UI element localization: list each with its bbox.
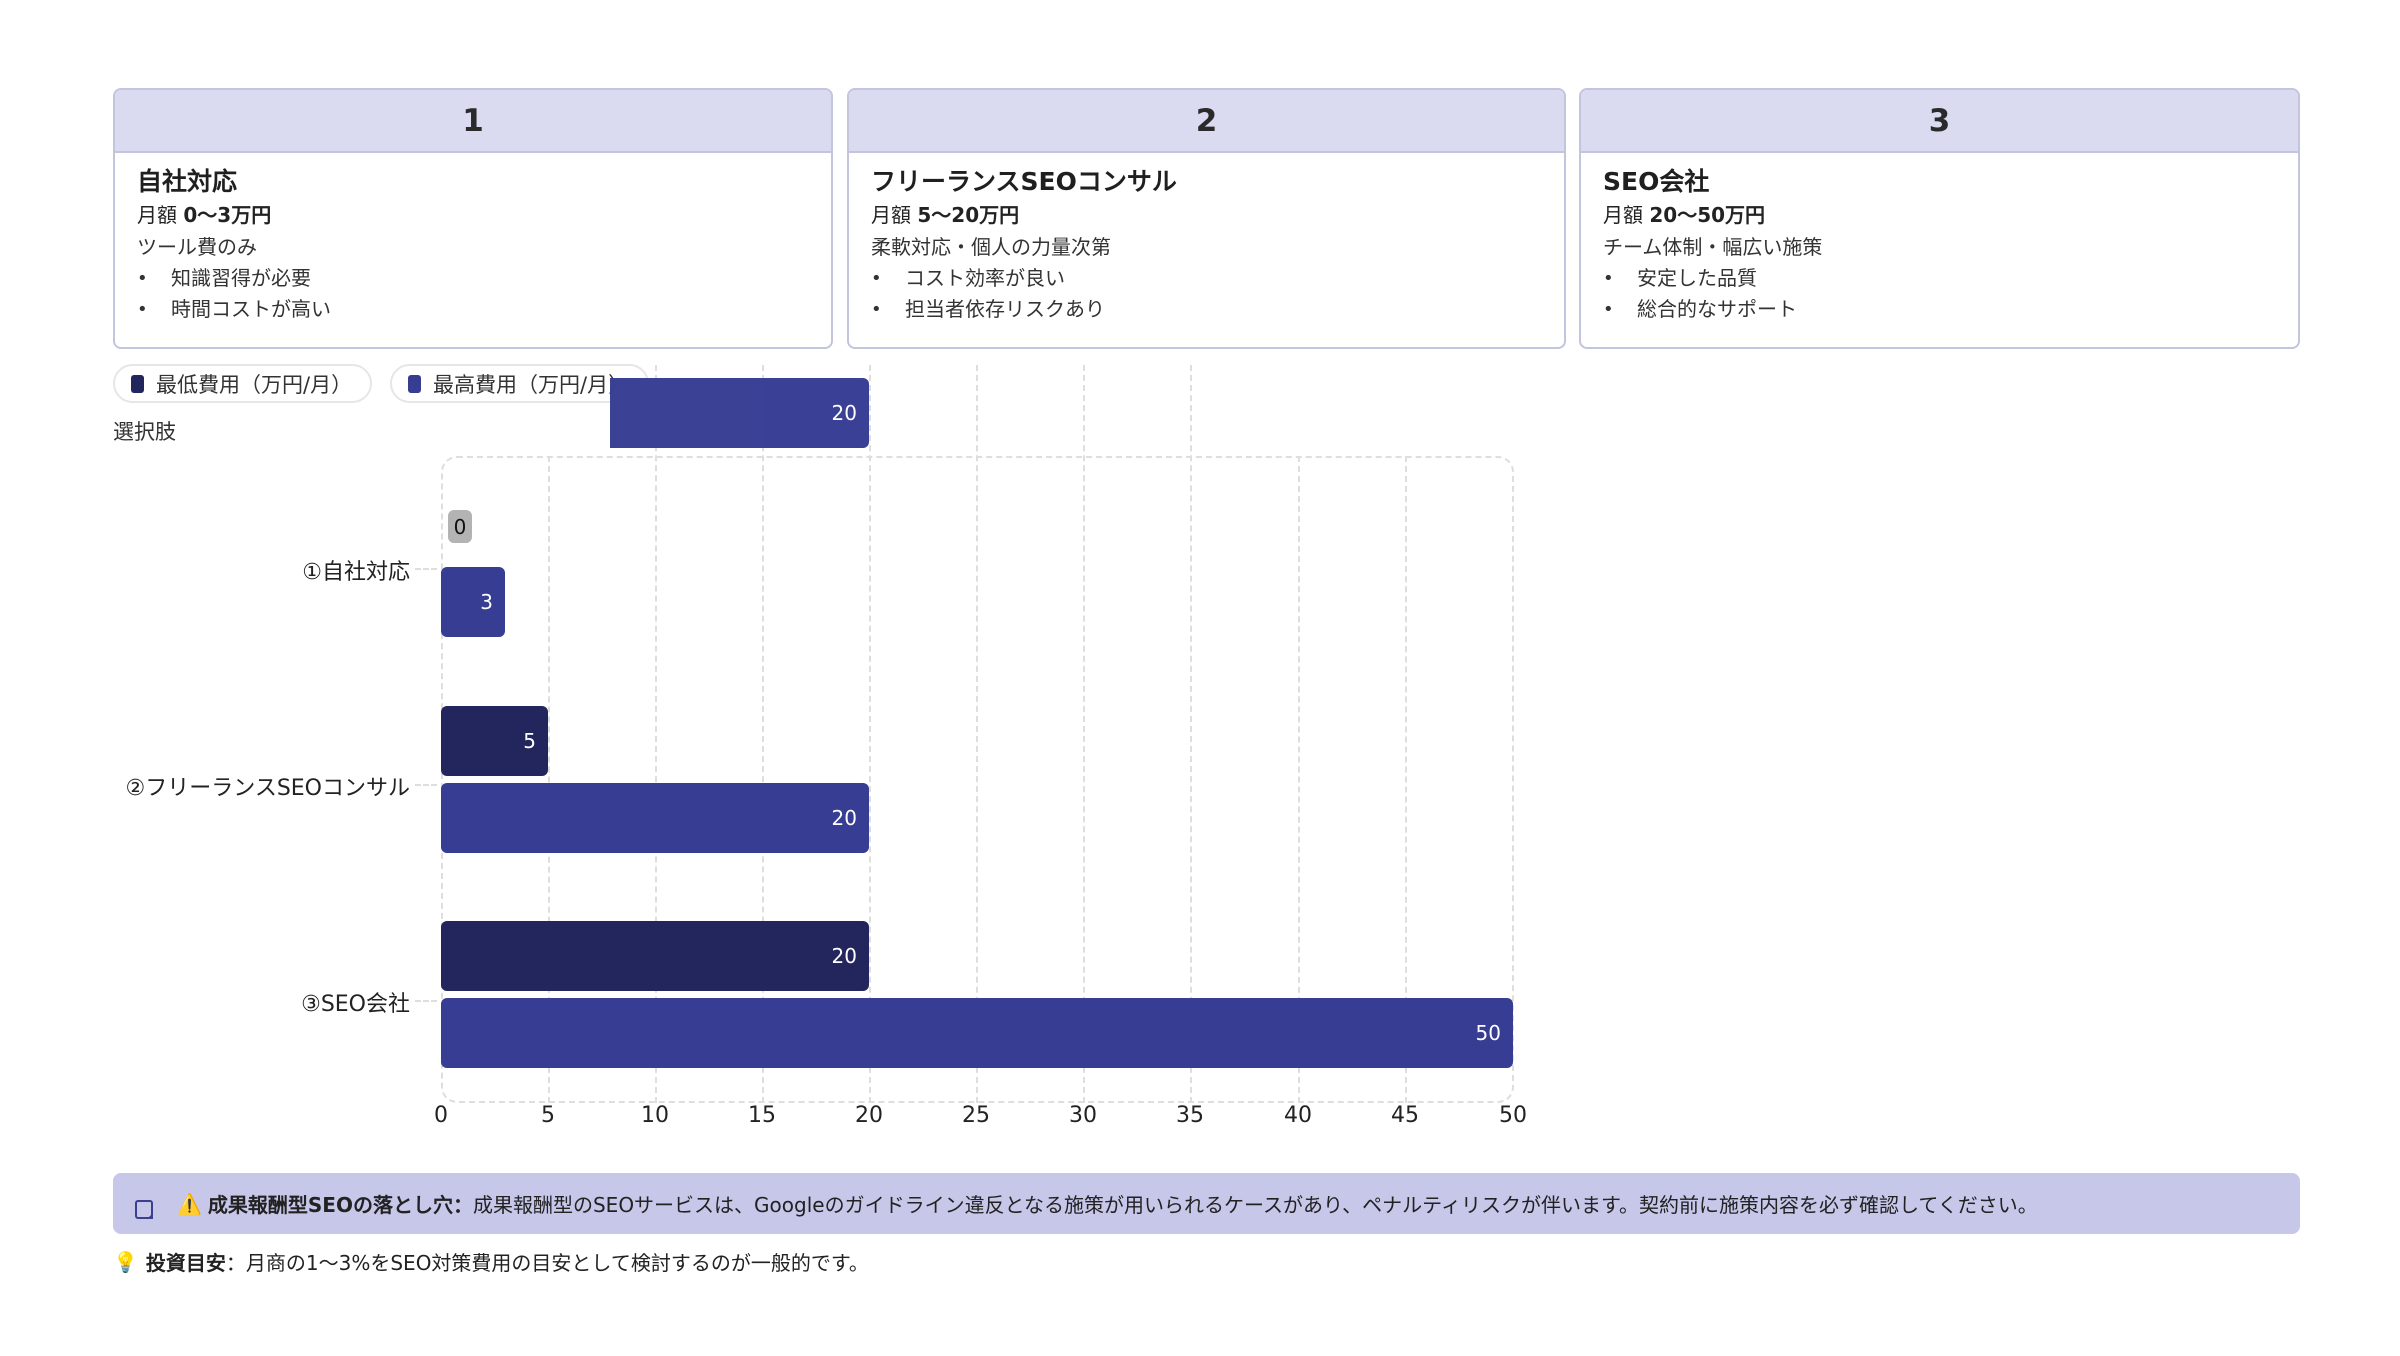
grid-line [548,456,550,1103]
price-prefix: 月額 [137,203,184,227]
legend-swatch-icon [408,374,421,393]
card-number: 1 [115,90,831,153]
card-point: 総合的なサポート [1603,294,2276,325]
grid-line [976,365,978,1103]
card-description: ツール費のみ [137,235,257,259]
card-point: 時間コストが高い [137,294,809,325]
y-axis-title: 選択肢 [113,420,176,444]
grid-line [1405,456,1407,1103]
bar-value-label: 20 [831,401,857,425]
category-label: ①自社対応 [302,560,410,585]
price-value: 5〜20万円 [917,203,1020,227]
card-points: 知識習得が必要 時間コストが高い [137,263,809,325]
option-card-1: 1 自社対応 月額 0〜3万円 ツール費のみ 知識習得が必要 時間コストが高い [113,88,833,349]
grid-line [1298,456,1300,1103]
grid-line [869,365,871,1103]
notice-separator: ： [452,1193,473,1217]
x-tick-label: 45 [1391,1103,1419,1128]
x-tick-label: 25 [962,1103,990,1128]
tip-title: 投資目安 [145,1251,226,1275]
x-tick-label: 15 [748,1103,776,1128]
card-point: 知識習得が必要 [137,263,809,294]
bar-value-label: 50 [1475,1021,1501,1045]
bar-max-seo-company[interactable]: 50 [441,998,1513,1068]
grid-line [655,365,657,1103]
card-description: 柔軟対応・個人の力量次第 [871,235,1111,259]
investment-tip: 💡 投資目安 ： 月商の1〜3%をSEO対策費用の目安として検討するのが一般的で… [113,1247,869,1276]
bar-min-seo-company[interactable]: 20 [441,921,869,991]
x-tick-label: 10 [641,1103,669,1128]
bar-value-label: 20 [831,944,857,968]
category-tick [415,784,437,786]
card-price: 月額 5〜20万円 [871,199,1542,231]
warning-notice: ⚠️ 成果報酬型SEOの落とし穴 ： 成果報酬型のSEOサービスは、Google… [113,1173,2300,1234]
bar-min-self[interactable]: 0 [448,510,472,543]
bar-max-self[interactable]: 3 [441,567,505,637]
card-number: 3 [1581,90,2298,153]
option-card-2: 2 フリーランスSEOコンサル 月額 5〜20万円 柔軟対応・個人の力量次第 コ… [847,88,1566,349]
card-price: 月額 20〜50万円 [1603,199,2276,231]
card-title: SEO会社 [1603,167,1710,196]
legend-swatch-icon [131,374,144,393]
tip-text: 月商の1〜3%をSEO対策費用の目安として検討するのが一般的です。 [245,1251,869,1275]
x-tick-label: 40 [1284,1103,1312,1128]
category-tick [415,568,437,570]
grid-line [1190,365,1192,1103]
card-points: コスト効率が良い 担当者依存リスクあり [871,263,1542,325]
bar-value-label: 20 [831,806,857,830]
x-tick-label: 35 [1176,1103,1204,1128]
category-tick [415,1000,437,1002]
x-tick-label: 5 [541,1103,555,1128]
legend-item-max[interactable]: 最高費用（万円/月） [390,364,650,403]
card-title: フリーランスSEOコンサル [871,167,1177,196]
warning-icon: ⚠️ [177,1191,202,1216]
category-label: ②フリーランスSEOコンサル [125,776,410,801]
notice-title: 成果報酬型SEOの落とし穴 [207,1193,453,1217]
legend-label: 最低費用（万円/月） [156,372,353,397]
bar-value-label: 5 [523,729,536,753]
card-points: 安定した品質 総合的なサポート [1603,263,2276,325]
x-tick-label: 20 [855,1103,883,1128]
bar-value-label: 0 [453,514,467,539]
note-icon [135,1200,153,1219]
notice-text: 成果報酬型のSEOサービスは、Googleのガイドライン違反となる施策が用いられ… [472,1193,2038,1217]
category-label: ③SEO会社 [301,992,410,1017]
lightbulb-icon: 💡 [113,1249,138,1274]
legend-label: 最高費用（万円/月） [433,372,630,397]
price-value: 0〜3万円 [183,203,272,227]
tip-separator: ： [225,1251,246,1275]
card-point: 安定した品質 [1603,263,2276,294]
option-card-3: 3 SEO会社 月額 20〜50万円 チーム体制・幅広い施策 安定した品質 総合… [1579,88,2300,349]
bar-min-freelance[interactable]: 5 [441,706,548,776]
floating-bar: 20 [610,378,869,448]
price-prefix: 月額 [1603,203,1650,227]
bar-value-label: 3 [480,590,493,614]
card-description: チーム体制・幅広い施策 [1603,235,1823,259]
x-tick-label: 30 [1069,1103,1097,1128]
x-tick-label: 50 [1499,1103,1527,1128]
card-price: 月額 0〜3万円 [137,199,809,231]
card-number: 2 [849,90,1564,153]
grid-line [762,365,764,1103]
price-prefix: 月額 [871,203,918,227]
bar-max-freelance[interactable]: 20 [441,783,869,853]
grid-line [1083,365,1085,1103]
legend-item-min[interactable]: 最低費用（万円/月） [113,364,373,403]
card-point: コスト効率が良い [871,263,1542,294]
card-title: 自社対応 [137,167,238,196]
x-tick-label: 0 [434,1103,448,1128]
price-value: 20〜50万円 [1649,203,1766,227]
plot-area [441,456,1514,1103]
card-point: 担当者依存リスクあり [871,294,1542,325]
